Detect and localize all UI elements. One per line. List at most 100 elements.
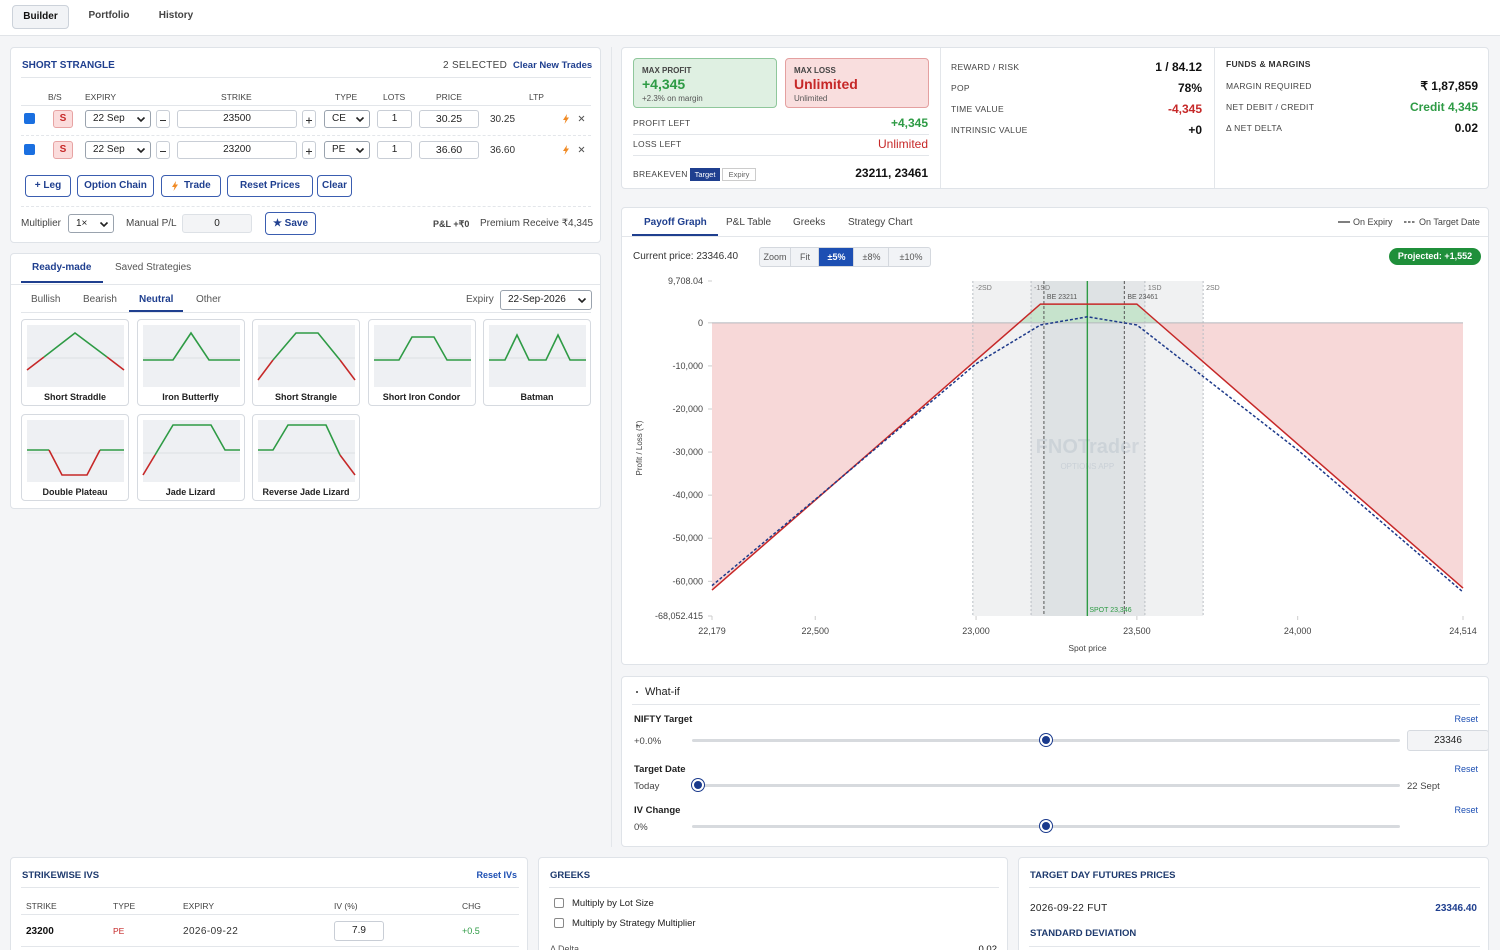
checkbox[interactable] — [24, 144, 35, 155]
zoom-option[interactable]: ±5% — [818, 248, 854, 266]
collapse-dot[interactable] — [636, 691, 638, 693]
reset-link[interactable]: Reset — [1454, 764, 1478, 774]
reset-link[interactable]: Reset IVs — [476, 870, 517, 880]
lots-input[interactable]: 1 — [377, 141, 412, 159]
graph-panel: Payoff Graph P&L Table Greeks Strategy Char… — [621, 207, 1489, 665]
stat-label: POP — [951, 83, 970, 93]
chevron-line — [136, 147, 146, 154]
strategy-card[interactable]: Iron Butterfly — [136, 319, 245, 406]
graph-tab[interactable]: P&L Table — [726, 217, 772, 228]
strategy-card[interactable]: Double Plateau — [21, 414, 129, 501]
slider-value: Today — [634, 781, 660, 792]
reset-link[interactable]: Reset — [1454, 714, 1478, 724]
funds-label: NET DEBIT / CREDIT — [1226, 102, 1315, 112]
button[interactable]: Reset Prices — [227, 175, 313, 197]
type-select[interactable]: CE — [324, 110, 370, 128]
x-tick-label: 23,000 — [962, 626, 990, 636]
greek-label: Δ Delta — [550, 944, 580, 950]
strategy-card[interactable]: Short Strangle — [252, 319, 360, 406]
button[interactable]: ★ Save — [265, 212, 316, 235]
thumbnail-line — [257, 359, 274, 381]
x-tick-label: 24,000 — [1284, 626, 1312, 636]
slider-thumb[interactable] — [1040, 820, 1052, 832]
expiry-select[interactable]: 22 Sep — [85, 110, 151, 128]
plus-button[interactable] — [302, 110, 316, 128]
nav-tab[interactable]: Builder — [12, 5, 69, 29]
card-label: Jade Lizard — [165, 487, 216, 497]
breakeven-chip[interactable]: Expiry — [722, 168, 756, 181]
expiry-select[interactable]: 22-Sep-2026 — [500, 290, 592, 310]
minus-button[interactable] — [156, 110, 170, 128]
side-badge[interactable]: S — [53, 110, 73, 128]
plus-button[interactable] — [302, 141, 316, 159]
multiplier-select[interactable]: 1× — [68, 214, 114, 233]
side-badge[interactable]: S — [53, 141, 73, 159]
legend-entry: On Expiry — [1353, 217, 1393, 227]
target-input[interactable]: 23346 — [1407, 730, 1488, 751]
nav-tab[interactable]: Portfolio — [88, 10, 130, 21]
filter-tab[interactable]: Other — [196, 294, 222, 305]
graph-tab[interactable]: Strategy Chart — [848, 217, 913, 228]
card-label: Short Straddle — [43, 392, 106, 402]
zoom-option[interactable]: Fit — [790, 248, 819, 266]
thumbnail-line — [272, 332, 341, 361]
button[interactable]: Option Chain — [77, 175, 154, 197]
thumbnail-bg — [489, 325, 586, 387]
section-tab[interactable]: Saved Strategies — [115, 262, 192, 273]
type-select[interactable]: PE — [324, 141, 370, 159]
strike-input[interactable]: 23500 — [177, 110, 297, 128]
lots-input[interactable]: 1 — [377, 110, 412, 128]
panel-title: STRIKEWISE IVS — [22, 870, 100, 881]
chevron — [99, 221, 109, 227]
slider-thumb[interactable] — [1040, 734, 1052, 746]
stat-label: INTRINSIC VALUE — [951, 125, 1028, 135]
reset-link[interactable]: Reset — [1454, 805, 1478, 815]
checkbox[interactable] — [554, 918, 564, 928]
price-input[interactable]: 36.60 — [419, 141, 479, 159]
minus-button[interactable] — [156, 141, 170, 159]
button[interactable]: Clear — [317, 175, 352, 197]
filter-tab[interactable]: Bearish — [83, 294, 117, 305]
section-tab[interactable]: Ready-made — [32, 262, 92, 273]
strategy-card[interactable]: Short Straddle — [21, 319, 129, 406]
strategy-card[interactable]: Jade Lizard — [136, 414, 245, 501]
strategy-card[interactable]: Short Iron Condor — [367, 319, 476, 406]
clear-link[interactable]: Clear New Trades — [513, 60, 593, 71]
button[interactable]: + Leg — [25, 175, 71, 197]
x-tick-label: 23,500 — [1123, 626, 1151, 636]
slider-value: +0.0% — [634, 736, 662, 747]
price-input[interactable]: 30.25 — [419, 110, 479, 128]
summary-value: Unlimited — [877, 137, 928, 151]
checkbox[interactable] — [554, 898, 564, 908]
x-line — [578, 146, 585, 153]
graph-tab[interactable]: Greeks — [793, 217, 826, 228]
graph-tab[interactable]: Payoff Graph — [644, 217, 707, 228]
summary-value: +4,345 — [890, 116, 928, 130]
iv-input[interactable]: 7.9 — [334, 921, 384, 941]
column-header: IV (%) — [334, 901, 358, 911]
button[interactable]: Trade — [161, 175, 221, 197]
zoom-option[interactable]: ±10% — [888, 248, 933, 266]
divider — [11, 284, 600, 285]
strategy-card[interactable]: Reverse Jade Lizard — [252, 414, 360, 501]
bolt-icon — [563, 145, 569, 155]
strike-input[interactable]: 23200 — [177, 141, 297, 159]
breakeven-chip[interactable]: Target — [690, 168, 720, 181]
bolt — [563, 145, 569, 155]
nav-tab[interactable]: History — [158, 10, 194, 21]
slider-thumb[interactable] — [692, 779, 704, 791]
filter-tab[interactable]: Neutral — [139, 294, 174, 305]
checkbox[interactable] — [24, 113, 35, 124]
strategy-card[interactable]: Batman — [483, 319, 591, 406]
thumbnail-line — [141, 454, 156, 476]
zoom-option[interactable]: ±8% — [853, 248, 889, 266]
column-header: TYPE — [113, 901, 136, 911]
x-tick-label: 24,514 — [1449, 626, 1477, 636]
zoom-option: Zoom — [763, 252, 787, 262]
expiry-select[interactable]: 22 Sep — [85, 141, 151, 159]
manual-input[interactable]: 0 — [182, 214, 252, 233]
filter-tab[interactable]: Bullish — [31, 294, 61, 305]
slider-track[interactable] — [692, 784, 1400, 787]
column-header: STRIKE — [26, 901, 57, 911]
payoff-thumbnail — [27, 420, 124, 482]
